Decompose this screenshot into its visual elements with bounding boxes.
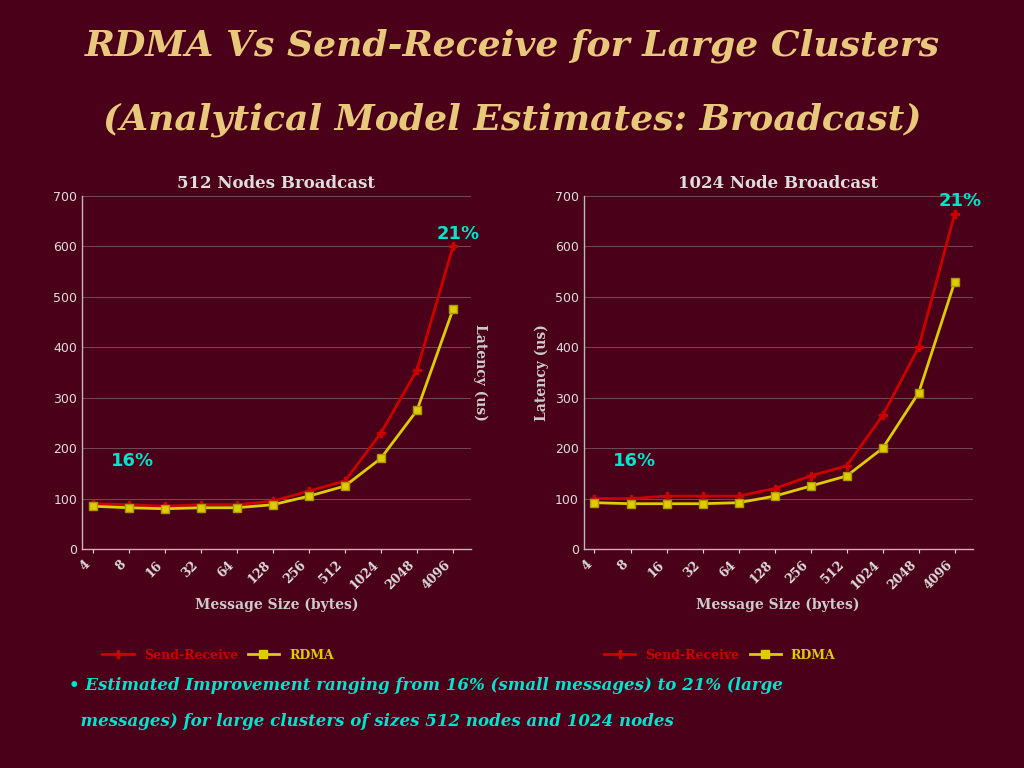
- Title: 1024 Node Broadcast: 1024 Node Broadcast: [678, 174, 879, 191]
- Y-axis label: Latency (us): Latency (us): [473, 324, 487, 421]
- Text: 16%: 16%: [612, 452, 655, 470]
- X-axis label: Message Size (bytes): Message Size (bytes): [195, 598, 358, 612]
- Text: RDMA Vs Send-Receive for Large Clusters: RDMA Vs Send-Receive for Large Clusters: [84, 29, 940, 63]
- X-axis label: Message Size (bytes): Message Size (bytes): [696, 598, 860, 612]
- Text: 16%: 16%: [111, 452, 154, 470]
- Text: • Estimated Improvement ranging from 16% (small messages) to 21% (large: • Estimated Improvement ranging from 16%…: [70, 677, 783, 694]
- Y-axis label: Latency (us): Latency (us): [535, 324, 549, 421]
- Text: (Analytical Model Estimates: Broadcast): (Analytical Model Estimates: Broadcast): [102, 102, 922, 137]
- Text: 21%: 21%: [437, 225, 480, 243]
- Title: 512 Nodes Broadcast: 512 Nodes Broadcast: [177, 174, 376, 191]
- Legend: Send-Receive, RDMA: Send-Receive, RDMA: [97, 644, 339, 667]
- Text: messages) for large clusters of sizes 512 nodes and 1024 nodes: messages) for large clusters of sizes 51…: [70, 713, 674, 730]
- Text: 21%: 21%: [939, 192, 982, 210]
- Legend: Send-Receive, RDMA: Send-Receive, RDMA: [599, 644, 841, 667]
